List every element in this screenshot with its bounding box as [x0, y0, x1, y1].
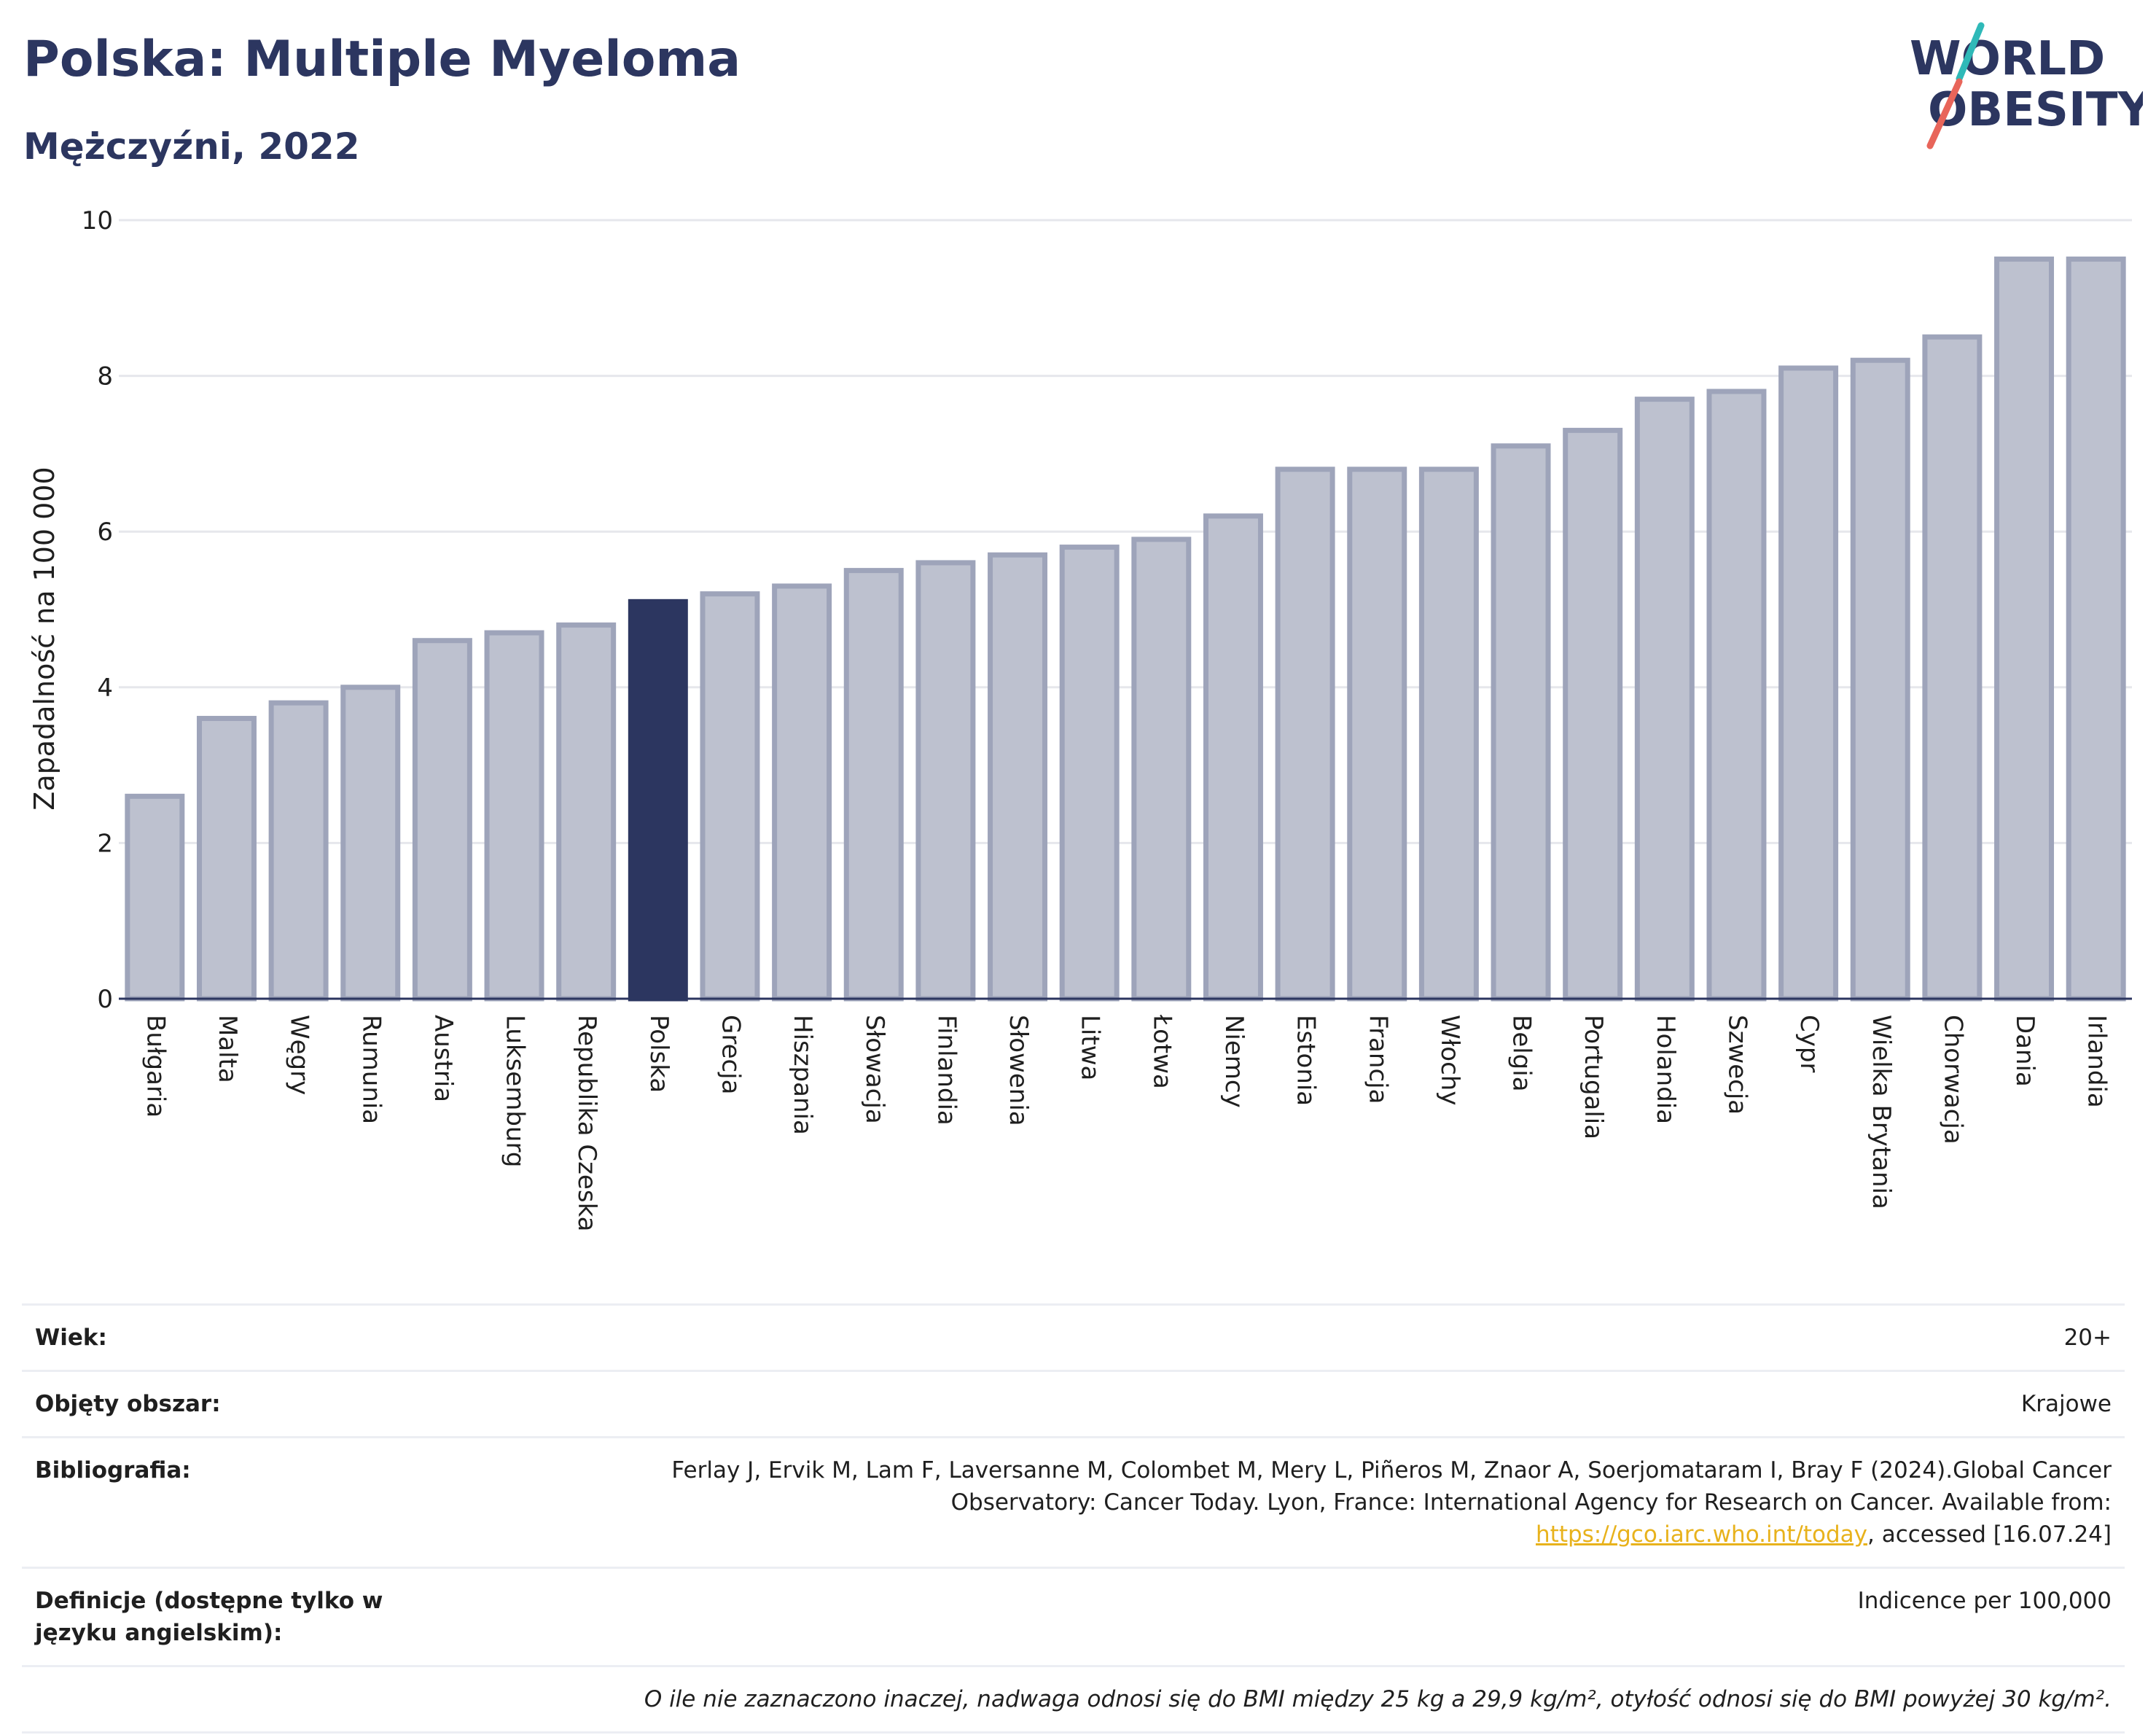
- obesity-note: O ile nie zaznaczono inaczej, nadwaga od…: [644, 1686, 2112, 1712]
- bar-0: [125, 793, 185, 1002]
- coverage-label: Objęty obszar:: [35, 1391, 221, 1417]
- info-row-age: Wiek: 20+: [22, 1303, 2125, 1370]
- bar-20: [1563, 427, 1623, 1002]
- info-row-definitions: Definicje (dostępne tylko w języku angie…: [22, 1567, 2125, 1665]
- x-tick-label: Holandia: [1651, 1015, 1680, 1124]
- bars: [125, 256, 2126, 1002]
- bar-14: [1131, 537, 1192, 1002]
- bar-3: [340, 685, 401, 1002]
- bar-11: [915, 560, 976, 1002]
- x-tick-label: Malta: [213, 1015, 242, 1083]
- x-tick-label: Republika Czeska: [572, 1015, 601, 1232]
- bar-27: [2066, 256, 2126, 1002]
- coverage-value: Krajowe: [2020, 1391, 2112, 1417]
- age-label: Wiek:: [35, 1325, 107, 1351]
- y-tick-label: 6: [97, 518, 113, 547]
- y-tick-label: 4: [97, 674, 113, 703]
- logo-slash-teal: [1956, 22, 1985, 82]
- bibliography-label: Bibliografia:: [35, 1457, 191, 1483]
- x-tick-label: Wielka Brytania: [1867, 1015, 1896, 1209]
- info-row-coverage: Objęty obszar: Krajowe: [22, 1370, 2125, 1436]
- info-table: Wiek: 20+ Objęty obszar: Krajowe Bibliog…: [22, 1303, 2125, 1734]
- definitions-value: Indicence per 100,000: [1857, 1588, 2112, 1614]
- bar-26: [1994, 256, 2055, 1002]
- x-tick-label: Cypr: [1794, 1015, 1824, 1072]
- bar-8: [700, 591, 760, 1002]
- x-tick-label: Irlandia: [2082, 1015, 2112, 1108]
- definitions-label: Definicje (dostępne tylko w języku angie…: [35, 1588, 383, 1646]
- y-tick-label: 0: [97, 985, 113, 1014]
- logo-line1: WORLD: [1910, 32, 2105, 86]
- bar-10: [843, 568, 904, 1002]
- y-axis-ticks: 0 2 4 6 8 10: [82, 206, 113, 1014]
- bar-9: [772, 583, 832, 1002]
- x-tick-label: Austria: [429, 1015, 458, 1102]
- bar-16: [1275, 467, 1335, 1002]
- age-value: 20+: [2063, 1325, 2112, 1351]
- x-tick-label: Słowenia: [1004, 1015, 1033, 1126]
- logo-line2: OBESITY: [1928, 83, 2143, 137]
- bar-13: [1059, 545, 1120, 1002]
- x-tick-label: Francja: [1363, 1015, 1392, 1104]
- x-tick-label: Luksemburg: [501, 1015, 530, 1167]
- bar-24: [1850, 357, 1910, 1002]
- bibliography-value: Ferlay J, Ervik M, Lam F, Laversanne M, …: [632, 1454, 2112, 1551]
- x-tick-label: Łotwa: [1147, 1014, 1176, 1089]
- bar-23: [1778, 365, 1839, 1002]
- bar-25: [1922, 334, 1983, 1002]
- x-axis-labels: Bułgaria Malta Węgry Rumunia Austria Luksembu…: [141, 1014, 2111, 1232]
- x-tick-label: Bułgaria: [141, 1015, 170, 1118]
- x-tick-label: Chorwacja: [1938, 1015, 1967, 1145]
- x-tick-label: Słowacja: [860, 1015, 889, 1124]
- bibliography-suffix: , accessed [16.07.24]: [1867, 1521, 2112, 1548]
- bar-4: [412, 638, 472, 1002]
- info-row-note: O ile nie zaznaczono inaczej, nadwaga od…: [22, 1665, 2125, 1734]
- x-tick-label: Rumunia: [356, 1015, 386, 1124]
- bar-17: [1347, 467, 1407, 1002]
- x-tick-label: Portugalia: [1579, 1015, 1608, 1139]
- x-tick-label: Włochy: [1435, 1015, 1464, 1105]
- bar-7: [628, 599, 688, 1002]
- x-tick-label: Grecja: [716, 1015, 745, 1094]
- bar-2: [268, 700, 329, 1002]
- bar-12: [988, 552, 1048, 1002]
- x-tick-label: Litwa: [1076, 1015, 1105, 1080]
- bar-21: [1634, 397, 1695, 1002]
- bibliography-link[interactable]: https://gco.iarc.who.int/today: [1536, 1521, 1867, 1548]
- bar-chart: 0 2 4 6 8 10 Bułgaria Malta Węgry Rumunia Austria…: [28, 206, 2132, 1232]
- x-tick-label: Węgry: [285, 1015, 314, 1095]
- y-axis-title: Zapadalność na 100 000: [28, 467, 60, 810]
- y-tick-label: 10: [82, 206, 113, 235]
- bar-22: [1706, 389, 1767, 1002]
- x-tick-label: Finlandia: [931, 1015, 961, 1126]
- bibliography-text: Ferlay J, Ervik M, Lam F, Laversanne M, …: [671, 1457, 2112, 1516]
- x-tick-label: Belgia: [1507, 1015, 1536, 1092]
- x-tick-label: Niemcy: [1219, 1015, 1249, 1108]
- bar-6: [556, 622, 617, 1002]
- x-tick-label: Estonia: [1292, 1015, 1321, 1106]
- world-obesity-logo: WORLD OBESITY: [1910, 22, 2143, 149]
- x-tick-label: Szwecja: [1722, 1015, 1751, 1115]
- bar-5: [484, 630, 544, 1002]
- info-row-bibliography: Bibliografia: Ferlay J, Ervik M, Lam F, …: [22, 1436, 2125, 1567]
- chart-subtitle: Mężczyźni, 2022: [23, 125, 360, 168]
- logo-slash-coral: [1926, 78, 1963, 149]
- bar-18: [1418, 467, 1479, 1002]
- y-tick-label: 2: [97, 829, 113, 858]
- x-tick-label: Dania: [2010, 1015, 2039, 1087]
- bar-15: [1203, 513, 1263, 1002]
- bar-19: [1491, 443, 1551, 1002]
- y-tick-label: 8: [97, 362, 113, 391]
- x-tick-label: Hiszpania: [788, 1015, 817, 1135]
- chart-title: Polska: Multiple Myeloma: [23, 31, 741, 88]
- x-tick-label: Polska: [644, 1015, 673, 1093]
- bar-1: [196, 716, 257, 1002]
